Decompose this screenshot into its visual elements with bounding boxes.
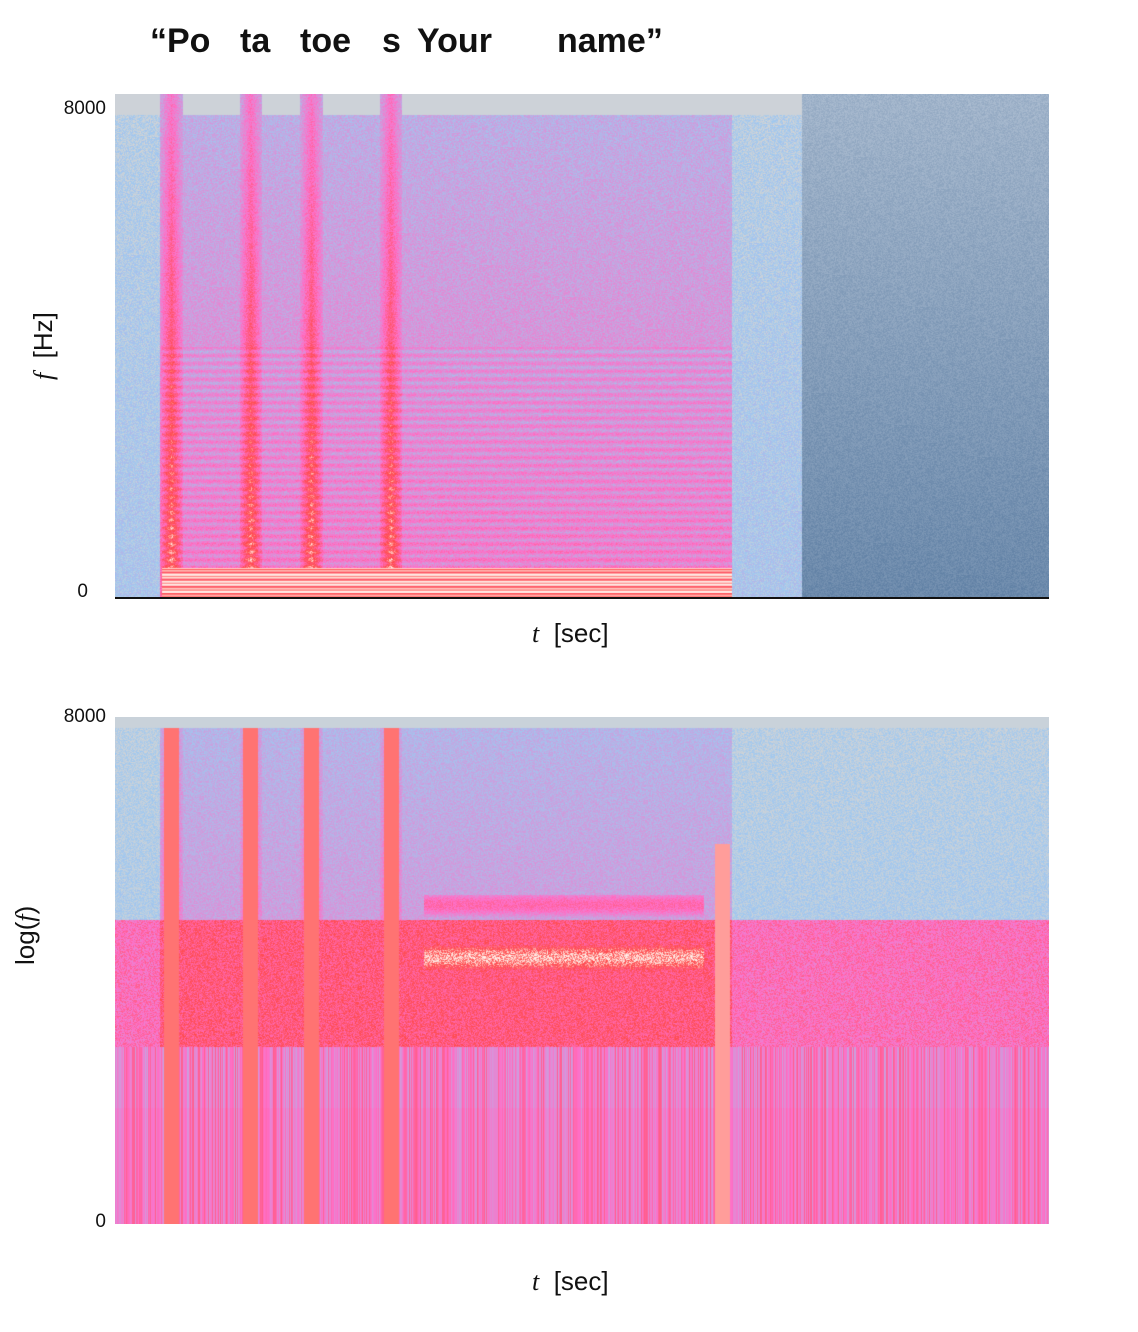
title-word-toe: toe (300, 22, 351, 60)
log-ytick-top: 8000 (63, 706, 106, 727)
t-unit: [sec] (553, 618, 609, 648)
title-word-ta: ta (240, 22, 271, 60)
linear-spectrogram-canvas (115, 94, 1049, 598)
title-word-s: s (382, 22, 401, 60)
log-f-symbol: f (11, 914, 40, 922)
linear-spectrogram-x-axis (115, 597, 1049, 599)
t-symbol: t (532, 619, 540, 648)
log-prefix: log( (10, 921, 40, 965)
t-symbol-2: t (532, 1267, 540, 1296)
title-word-name: name” (557, 22, 663, 60)
log-ytick-bottom: 0 (95, 1211, 106, 1232)
linear-y-axis-label: f [Hz] (28, 312, 59, 380)
log-spectrogram-canvas (115, 717, 1049, 1224)
t-unit-2: [sec] (553, 1266, 609, 1296)
linear-ytick-top: 8000 (63, 98, 106, 119)
linear-x-axis-label: t [sec] (532, 618, 609, 649)
title-word-your: Your (417, 22, 492, 60)
f-unit: [Hz] (28, 312, 58, 359)
log-x-axis-label: t [sec] (532, 1266, 609, 1297)
title-word-po: “Po (150, 22, 211, 60)
linear-spectrogram (115, 94, 1049, 598)
linear-ytick-bottom: 0 (77, 581, 88, 602)
f-symbol: f (29, 372, 58, 380)
log-suffix: ) (10, 905, 40, 915)
log-y-axis-label: log(f) (10, 906, 41, 965)
log-spectrogram (115, 717, 1049, 1224)
